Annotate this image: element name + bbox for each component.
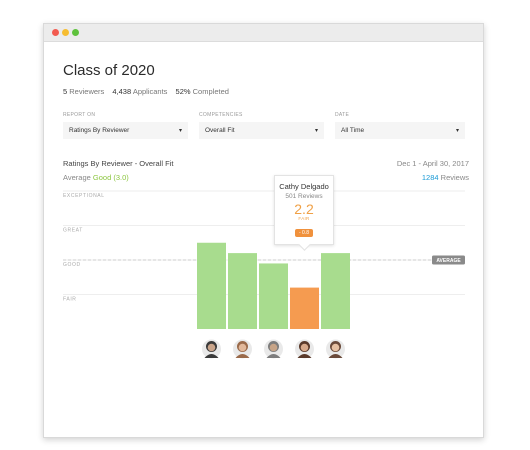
report-on-label: REPORT ON (63, 112, 96, 118)
y-level-label: FAIR (63, 297, 77, 303)
report-on-value: Ratings By Reviewer (69, 127, 130, 134)
report-on-select[interactable]: Ratings By Reviewer ▾ (63, 122, 188, 139)
reviews-total[interactable]: 1284 Reviews (422, 173, 469, 182)
average-value: Good (3.0) (92, 173, 129, 182)
woman-dark-hair-avatar[interactable] (295, 339, 314, 359)
applicants-label: Applicants (132, 87, 168, 96)
tooltip-reviewer-name: Cathy Delgado (279, 182, 329, 191)
reviewers-label: Reviewers (69, 87, 105, 96)
reviewer-tooltip: Cathy Delgado 501 Reviews 2.2 FAIR - 0.8 (274, 175, 334, 245)
tooltip-score: 2.2 (294, 201, 314, 217)
woman-smiling-avatar[interactable] (326, 339, 345, 359)
average-badge-label: AVERAGE (436, 258, 461, 264)
date-label: DATE (335, 112, 350, 118)
date-value: All Time (341, 127, 365, 134)
competencies-select[interactable]: Overall Fit ▾ (199, 122, 324, 139)
bar-4[interactable] (290, 287, 319, 329)
caret-down-icon: ▾ (314, 128, 318, 134)
average-summary: Average Good (3.0) (63, 173, 129, 182)
date-filter: DATE All Time ▾ (335, 112, 465, 139)
competencies-value: Overall Fit (205, 127, 235, 134)
y-level-label: GOOD (63, 262, 81, 268)
y-level-label: GREAT (63, 228, 83, 234)
competencies-label: COMPETENCIES (199, 112, 243, 118)
close-window-button[interactable] (52, 29, 59, 36)
app-window: Class of 2020 5 Reviewers 4,438 Applican… (43, 23, 484, 438)
completed-label: Completed (192, 87, 229, 96)
competencies-filter: COMPETENCIES Overall Fit ▾ (199, 112, 324, 139)
page-title: Class of 2020 (63, 62, 155, 79)
reviews-count: 1284 (421, 173, 439, 182)
reviews-label: Reviews (440, 173, 469, 182)
man-bald-avatar[interactable] (264, 339, 283, 359)
reviewers-count: 5 (63, 87, 68, 96)
bar-1[interactable] (197, 242, 226, 329)
date-range: Dec 1 - April 30, 2017 (396, 159, 469, 168)
report-on-filter: REPORT ON Ratings By Reviewer ▾ (63, 112, 188, 139)
bar-5[interactable] (321, 253, 350, 329)
average-badge (432, 255, 465, 265)
caret-down-icon: ▾ (455, 128, 459, 134)
man-dark-suit-avatar[interactable] (202, 339, 221, 359)
minimize-window-button[interactable] (62, 29, 69, 36)
summary-stats: 5 Reviewers 4,438 Applicants 52% Complet… (63, 87, 229, 96)
y-level-label: EXCEPTIONAL (63, 193, 105, 199)
window-titlebar (44, 24, 483, 42)
average-label: Average (63, 173, 91, 182)
tooltip-rating: FAIR (298, 216, 310, 221)
date-select[interactable]: All Time ▾ (335, 122, 465, 139)
woman-curly-hair-avatar[interactable] (233, 339, 252, 359)
bar-2[interactable] (228, 253, 257, 329)
tooltip-delta-badge: - 0.8 (294, 229, 313, 237)
caret-down-icon: ▾ (178, 128, 182, 134)
maximize-window-button[interactable] (72, 29, 79, 36)
bar-3[interactable] (259, 263, 288, 329)
completed-pct: 52% (175, 87, 191, 96)
tooltip-review-count: 501 Reviews (285, 193, 323, 200)
applicants-count: 4,438 (112, 87, 132, 96)
report-title: Ratings By Reviewer - Overall Fit (63, 159, 174, 168)
